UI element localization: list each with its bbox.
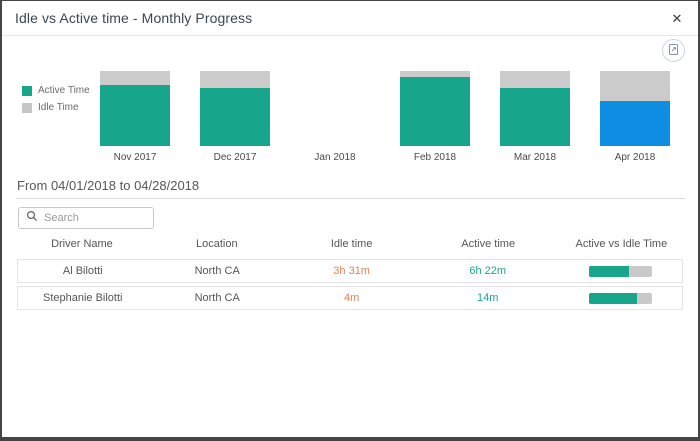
active-vs-idle-cell [559, 265, 682, 277]
modal-header: Idle vs Active time - Monthly Progress ✕ [2, 1, 698, 36]
chart-legend: Active Time Idle Time [22, 85, 90, 119]
idle-segment [400, 71, 470, 77]
active-segment [100, 84, 170, 146]
date-range-label: From 04/01/2018 to 04/28/2018 [17, 178, 200, 193]
bar-nov-2017[interactable]: Nov 2017 [85, 71, 185, 167]
legend-label: Active Time [38, 85, 90, 96]
stacked-bar [400, 71, 470, 146]
col-header-active-time: Active time [461, 238, 516, 250]
active-fill [589, 292, 637, 304]
legend-label: Idle Time [38, 102, 79, 113]
x-axis-label: Dec 2017 [213, 152, 257, 163]
active-fill [589, 265, 630, 277]
table-row[interactable]: Al Bilotti North CA 3h 31m 6h 22m [17, 259, 683, 283]
search-icon [26, 209, 44, 227]
active-time-cell: 6h 22m [469, 265, 507, 277]
legend-item-active: Active Time [22, 85, 90, 96]
active-time-swatch [22, 85, 32, 96]
export-image-icon [667, 43, 680, 59]
stacked-bar [200, 71, 270, 146]
idle-time-cell: 4m [344, 292, 360, 304]
active-segment [500, 87, 570, 146]
table-header-row: Driver Name Location Idle time Active ti… [17, 238, 683, 255]
idle-segment [100, 71, 170, 85]
x-axis-label: Mar 2018 [513, 152, 557, 163]
close-icon: ✕ [671, 11, 683, 26]
stacked-bar [100, 71, 170, 146]
x-axis-label: Feb 2018 [413, 152, 457, 163]
search-input[interactable] [44, 212, 146, 224]
modal-title: Idle vs Active time - Monthly Progress [15, 10, 253, 26]
idle-time-swatch [22, 102, 32, 113]
export-button[interactable] [662, 39, 685, 62]
location-cell: North CA [194, 292, 240, 304]
bar-mar-2018[interactable]: Mar 2018 [485, 71, 585, 167]
stacked-bar [500, 71, 570, 146]
stacked-bar [300, 71, 370, 146]
drivers-table: Driver Name Location Idle time Active ti… [17, 238, 683, 313]
active-vs-idle-bar [589, 265, 653, 277]
idle-segment [200, 71, 270, 88]
bar-apr-2018-selected[interactable]: Apr 2018 [585, 71, 685, 167]
idle-segment [600, 71, 670, 101]
driver-name-cell: Stephanie Bilotti [42, 292, 123, 304]
x-axis-label: Jan 2018 [314, 152, 356, 163]
legend-item-idle: Idle Time [22, 102, 90, 113]
divider [16, 198, 685, 199]
active-segment-selected [600, 101, 670, 146]
col-header-active-vs-idle: Active vs Idle Time [575, 238, 668, 250]
active-segment [400, 77, 470, 146]
active-segment [200, 87, 270, 146]
idle-time-cell: 3h 31m [333, 265, 370, 277]
monthly-progress-chart: Active Time Idle Time Nov 2017 Dec [2, 61, 698, 166]
idle-segment [500, 71, 570, 88]
col-header-idle-time: Idle time [330, 238, 373, 250]
bar-dec-2017[interactable]: Dec 2017 [185, 71, 285, 167]
col-header-location: Location [195, 238, 238, 250]
search-box [18, 207, 154, 229]
close-button[interactable]: ✕ [667, 9, 687, 29]
bar-jan-2018[interactable]: Jan 2018 [285, 71, 385, 167]
x-axis-label: Nov 2017 [113, 152, 157, 163]
stacked-bar [600, 71, 670, 146]
active-vs-idle-bar [589, 292, 653, 304]
col-header-driver-name: Driver Name [51, 238, 113, 250]
driver-name-cell: Al Bilotti [62, 265, 103, 277]
active-vs-idle-cell [559, 292, 682, 304]
active-time-cell: 14m [477, 292, 499, 304]
bar-feb-2018[interactable]: Feb 2018 [385, 71, 485, 167]
x-axis-label: Apr 2018 [614, 152, 656, 163]
chart-plot-area: Nov 2017 Dec 2017 Jan 2018 [85, 71, 685, 167]
table-row[interactable]: Stephanie Bilotti North CA 4m 14m [17, 286, 683, 310]
location-cell: North CA [194, 265, 240, 277]
